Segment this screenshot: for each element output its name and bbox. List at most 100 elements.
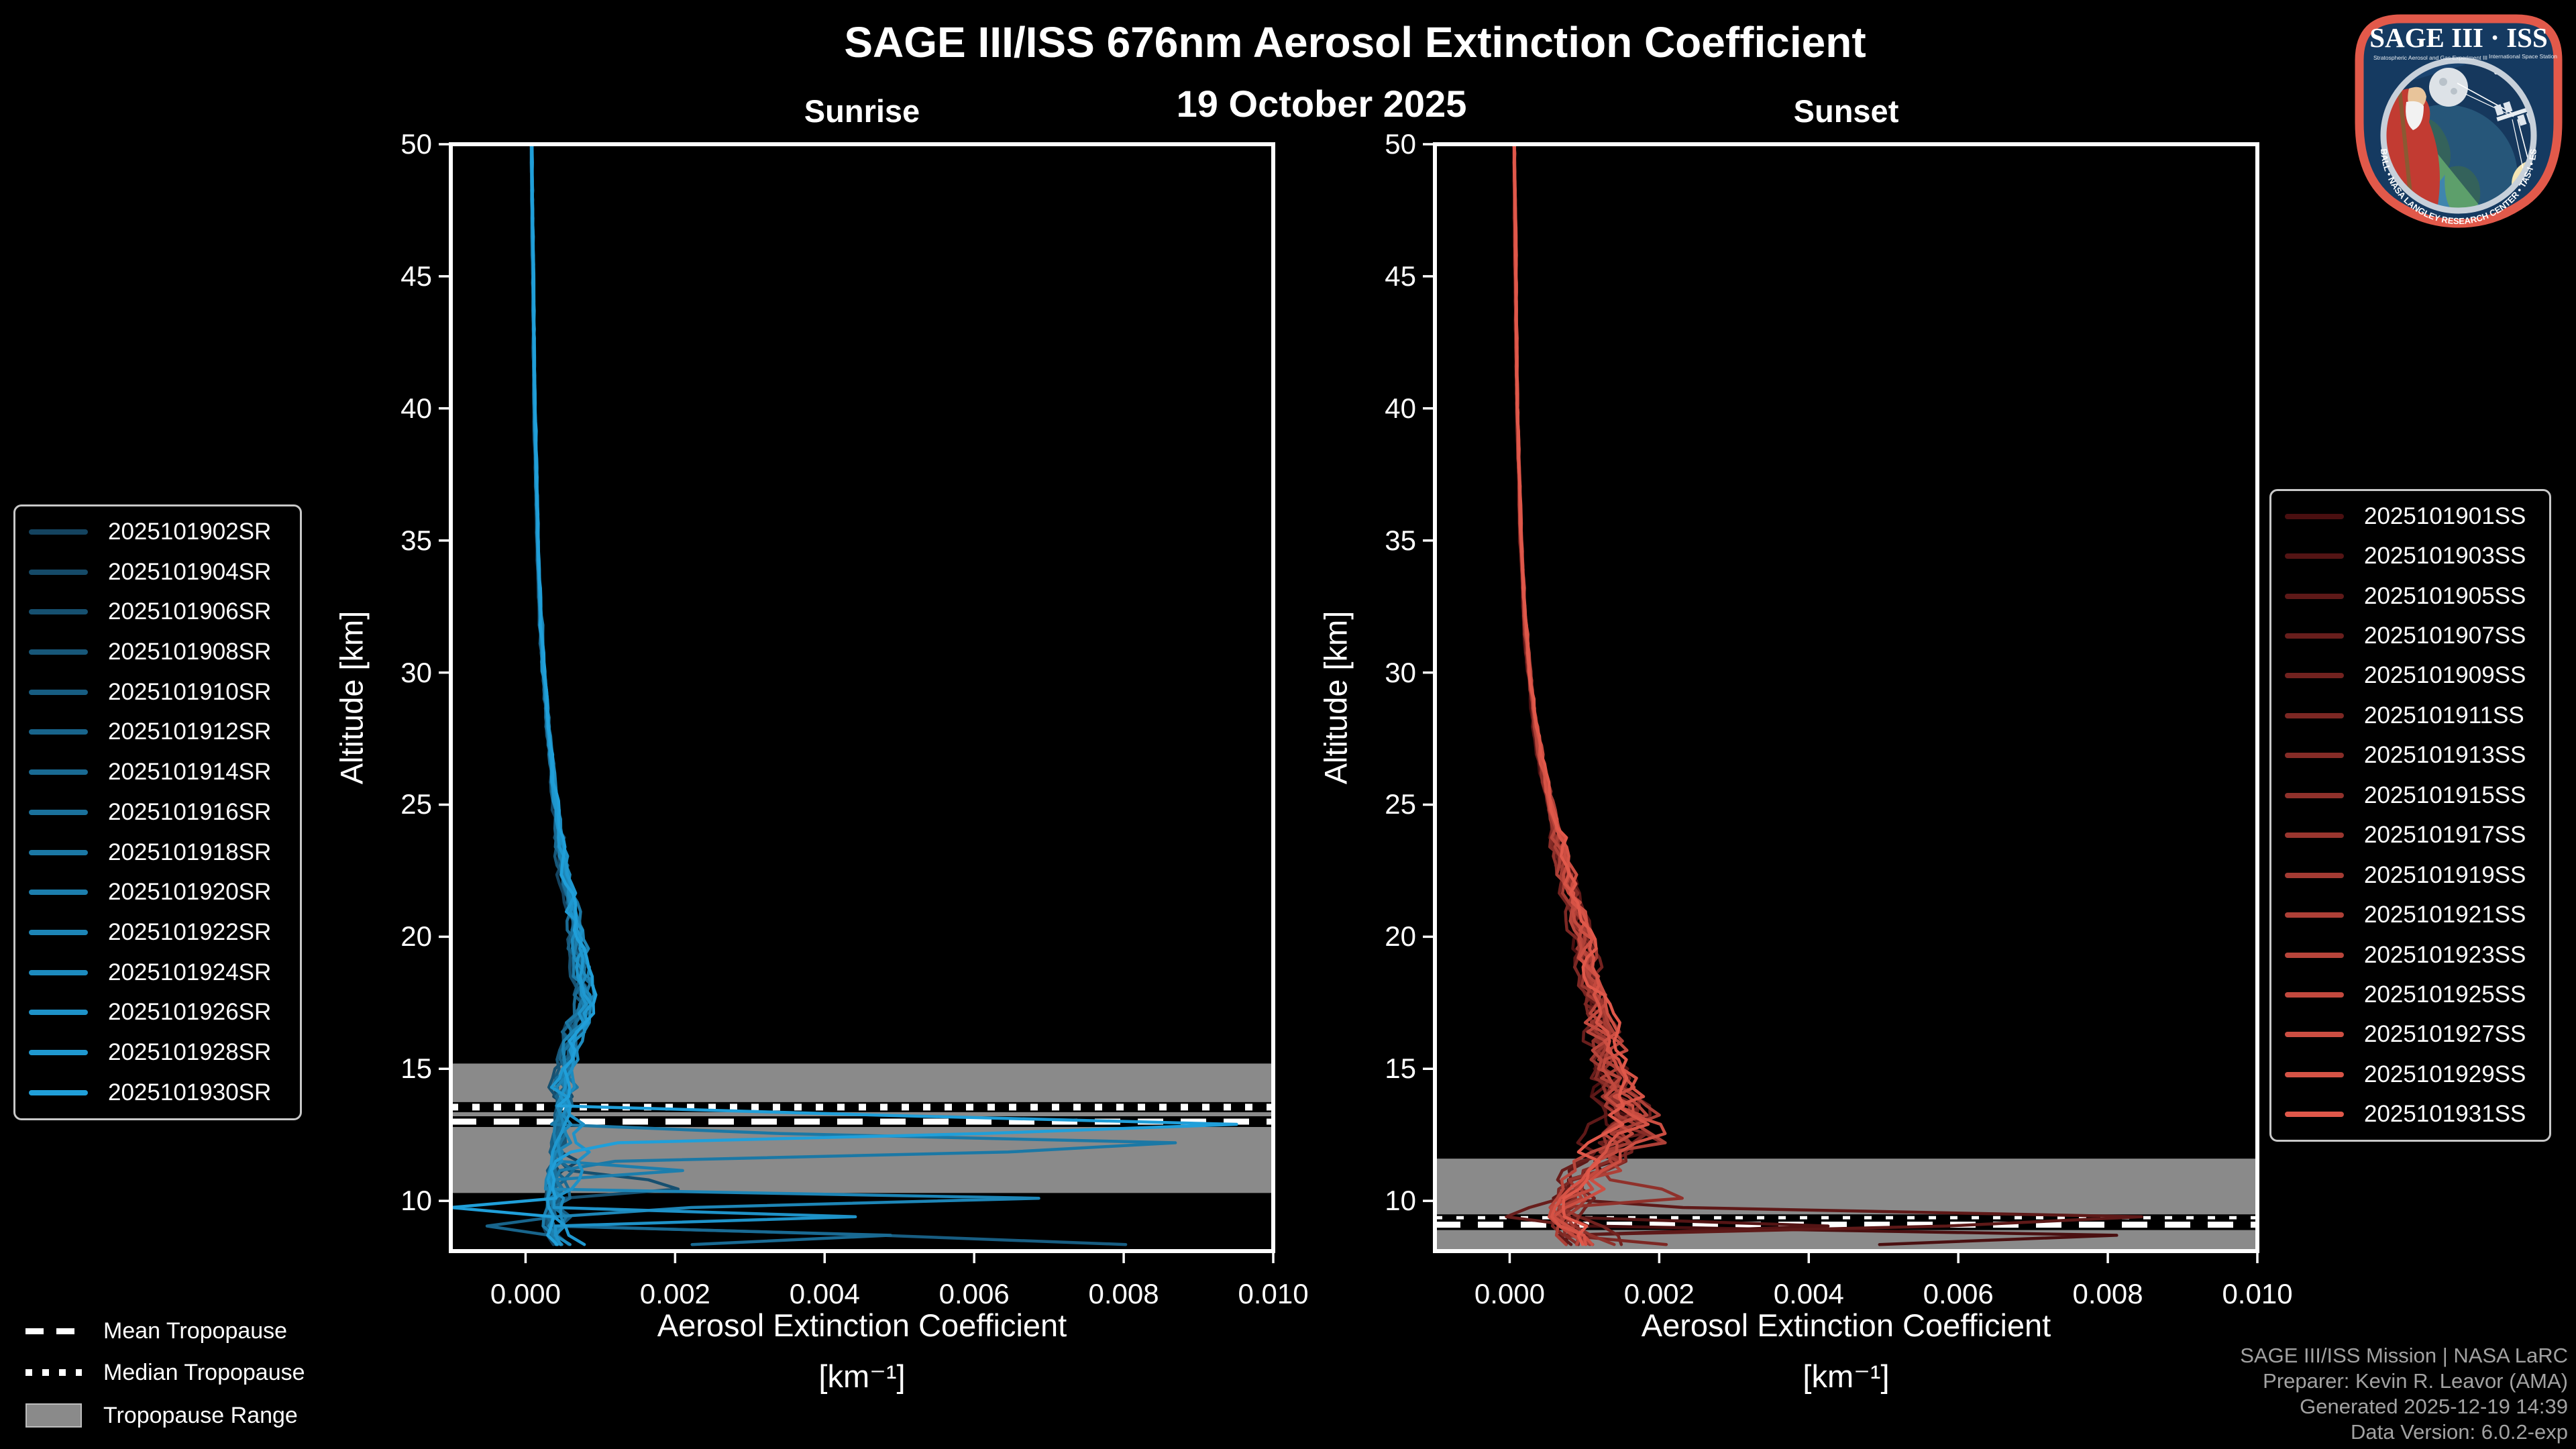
mean-tropopause-legend-item: Mean Tropopause [25,1309,287,1352]
footer-credits: SAGE III/ISS Mission | NASA LaRC Preparer… [2240,1343,2568,1445]
legend-item: 2025101909SS [2271,662,2549,689]
legend-line-swatch [29,769,88,775]
legend-item: 2025101917SS [2271,822,2549,849]
legend-line-swatch [29,729,88,735]
legend-label: 2025101930SR [108,1079,272,1106]
legend-line-swatch [29,1050,88,1056]
x-tick-label: 0.006 [938,1278,1010,1309]
legend-line-swatch [2285,1071,2344,1077]
legend-line-swatch [29,930,88,936]
legend-item: 2025101912SR [15,718,300,745]
x-tick-label: 0.010 [2222,1278,2293,1309]
sunrise-legend: 2025101902SR 2025101904SR 2025101906SR 2025… [13,504,302,1120]
y-tick-label: 40 [1385,392,1416,424]
legend-label: 2025101924SR [108,959,272,985]
legend-line-swatch [2285,513,2344,519]
legend-label: 2025101920SR [108,879,272,906]
y-tick-label: 35 [400,524,432,556]
legend-item: 2025101902SR [15,519,300,545]
legend-line-swatch [29,689,88,695]
footer-line: SAGE III/ISS Mission | NASA LaRC [2240,1344,2568,1367]
legend-line-swatch [2285,912,2344,918]
legend-line-swatch [2285,553,2344,559]
legend-line-swatch [2285,872,2344,878]
legend-label: 2025101916SR [108,798,272,825]
y-tick-label: 10 [400,1185,432,1217]
y-tick-label: 20 [1385,920,1416,953]
x-axis-unit-sunrise: [km⁻¹] [818,1358,906,1394]
legend-item: 2025101926SR [15,999,300,1026]
legend-label: 2025101929SS [2364,1061,2526,1087]
profile-line-2025101911SS [1513,144,1668,1246]
x-tick-label: 0.010 [1238,1278,1309,1309]
legend-item: 2025101905SS [2271,583,2549,610]
logo-subtitle-right: International Space Station [2489,53,2557,60]
legend-line-swatch [2285,712,2344,718]
legend-item: 2025101910SR [15,679,300,706]
legend-label: 2025101917SS [2364,822,2526,849]
legend-line-swatch [29,569,88,575]
page-title: SAGE III/ISS 676nm Aerosol Extinction Co… [844,18,1866,66]
legend-label: 2025101913SS [2364,742,2526,769]
y-tick-label: 15 [400,1053,432,1085]
profile-line-2025101930SR [451,144,1238,1246]
logo-iss [2493,101,2534,126]
panel-title-sunset: Sunset [1793,93,1899,129]
y-axis-label-sunset: Altitude [km] [1318,610,1354,785]
legend-item: 2025101901SS [2271,503,2549,530]
legend-line-swatch [2285,792,2344,798]
legend-line-swatch [29,609,88,615]
legend-item: 2025101919SS [2271,862,2549,889]
legend-item: 2025101913SS [2271,742,2549,769]
legend-line-swatch [2285,593,2344,599]
legend-label: 2025101926SR [108,999,272,1026]
tropopause-range-legend-item: Tropopause Range [25,1394,298,1437]
legend-item: 2025101929SS [2271,1061,2549,1088]
legend-label: 2025101907SS [2364,623,2526,649]
profile-line-2025101903SS [1512,144,1830,1246]
legend-line-swatch [2285,833,2344,839]
y-tick-label: 50 [400,128,432,160]
legend-label: 2025101905SS [2364,582,2526,609]
legend-line-swatch [29,969,88,975]
legend-item: 2025101924SR [15,959,300,986]
legend-item: 2025101923SS [2271,942,2549,969]
legend-item: 2025101915SS [2271,782,2549,809]
legend-label: 2025101912SR [108,718,272,745]
legend-label: 2025101903SS [2364,543,2526,570]
legend-label: 2025101906SR [108,598,272,625]
x-axis-label-sunrise: Aerosol Extinction Coefficient [657,1307,1067,1343]
tropopause-range-swatch [25,1403,82,1428]
legend-label: 2025101922SR [108,919,272,946]
legend-line-swatch [29,649,88,655]
footer-line: Preparer: Kevin R. Leavor (AMA) [2263,1369,2568,1393]
mean-tropopause-dash-swatch [25,1328,82,1334]
panel-title-sunrise: Sunrise [804,93,920,129]
y-tick-label: 45 [1385,260,1416,292]
sunset-plot [1423,142,2259,1263]
legend-label: 2025101901SS [2364,502,2526,529]
y-tick-label: 20 [400,920,432,953]
legend-label: 2025101925SS [2364,981,2526,1008]
legend-label: 2025101908SR [108,639,272,665]
legend-item: 2025101921SS [2271,902,2549,928]
y-tick-label: 35 [1385,524,1416,556]
legend-label: 2025101927SS [2364,1021,2526,1048]
legend-line-swatch [2285,1112,2344,1118]
legend-item: 2025101918SR [15,839,300,866]
legend-label: 2025101911SS [2364,702,2524,729]
legend-label: 2025101921SS [2364,902,2526,928]
legend-item: 2025101922SR [15,919,300,946]
legend-item: 2025101907SS [2271,623,2549,649]
legend-label: 2025101928SR [108,1039,272,1066]
y-tick-label: 40 [400,392,432,424]
legend-label: 2025101909SS [2364,662,2526,689]
legend-line-swatch [2285,1032,2344,1038]
legend-line-swatch [2285,673,2344,679]
y-tick-label: 45 [400,260,432,292]
sunrise-plot [439,142,1275,1263]
y-tick-label: 25 [400,788,432,820]
footer-line: Data Version: 6.0.2-exp [2351,1420,2568,1444]
median-tropopause-legend-item: Median Tropopause [25,1351,305,1394]
